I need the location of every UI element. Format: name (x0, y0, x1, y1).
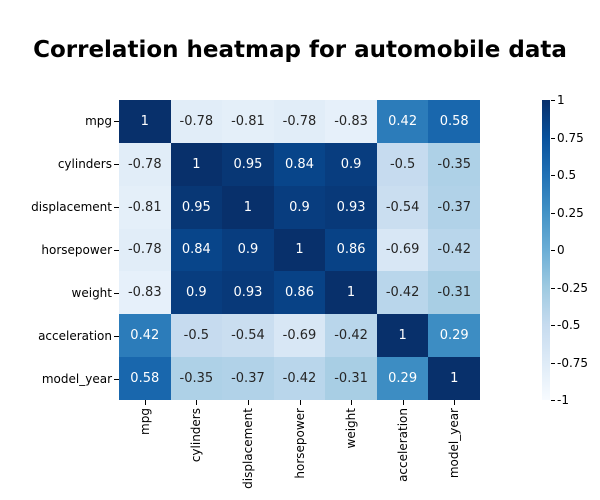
y-tick-mark (114, 378, 119, 380)
colorbar-tick-mark (551, 287, 555, 289)
cell-mpg-cylinders: -0.78 (170, 100, 223, 143)
colorbar-tick-mark (551, 137, 555, 139)
cell-horsepower-displacement: 0.9 (222, 228, 274, 272)
cell-model_year-weight: -0.31 (325, 357, 377, 400)
cell-cylinders-model_year: -0.35 (428, 142, 480, 186)
x-tick-mark (402, 400, 404, 405)
cell-model_year-model_year: 1 (428, 357, 480, 400)
cell-weight-weight: 1 (325, 271, 377, 315)
colorbar-tick-label--0.5: -0.5 (557, 318, 581, 332)
cell-displacement-displacement: 1 (222, 185, 274, 229)
cell-displacement-cylinders: 0.95 (170, 185, 223, 229)
cell-weight-horsepower: 0.86 (273, 271, 326, 315)
x-tick-label-displacement: displacement (240, 408, 255, 489)
cell-model_year-horsepower: -0.42 (273, 357, 326, 400)
cell-horsepower-model_year: -0.42 (428, 228, 480, 272)
colorbar (542, 100, 550, 400)
colorbar-tick-mark (551, 250, 555, 251)
cell-mpg-model_year: 0.58 (428, 100, 480, 143)
cell-mpg-displacement: -0.81 (222, 100, 274, 143)
cell-model_year-displacement: -0.37 (222, 357, 274, 400)
x-tick-mark (196, 400, 198, 405)
cell-horsepower-horsepower: 1 (273, 228, 326, 272)
x-tick-mark (247, 400, 249, 405)
colorbar-tick-label-0.75: 0.75 (557, 130, 584, 145)
y-tick-label-model_year: model_year (41, 371, 112, 386)
heatmap-grid: 1 -0.78 -0.81 -0.78 -0.83 0.42 0.58 -0.78 1 0.95 0… (119, 100, 480, 400)
colorbar-tick-mark (551, 400, 555, 401)
cell-horsepower-cylinders: 0.84 (170, 228, 223, 272)
cell-horsepower-weight: 0.86 (325, 228, 377, 272)
colorbar-tick-label-0.25: 0.25 (557, 205, 584, 220)
cell-acceleration-model_year: 0.29 (428, 314, 480, 358)
colorbar-tick-mark (551, 362, 555, 364)
cell-acceleration-horsepower: -0.69 (273, 314, 326, 358)
colorbar-tick-label--1: -1 (557, 393, 569, 407)
cell-displacement-weight: 0.93 (325, 185, 377, 229)
cell-acceleration-cylinders: -0.5 (170, 314, 223, 358)
y-tick-label-weight: weight (71, 285, 112, 300)
colorbar-tick-label-0.5: 0.5 (557, 168, 577, 182)
cell-mpg-acceleration: 0.42 (376, 100, 429, 143)
x-tick-label-mpg: mpg (137, 408, 152, 435)
colorbar-tick-mark (551, 212, 555, 214)
cell-horsepower-acceleration: -0.69 (376, 228, 429, 272)
cell-displacement-acceleration: -0.54 (376, 185, 429, 229)
cell-model_year-cylinders: -0.35 (170, 357, 223, 400)
cell-model_year-acceleration: 0.29 (376, 357, 429, 400)
y-tick-mark (114, 250, 119, 251)
colorbar-tick-label-1: 1 (557, 93, 565, 107)
cell-cylinders-acceleration: -0.5 (376, 142, 429, 186)
x-tick-label-model_year: model_year (447, 408, 462, 479)
cell-weight-acceleration: -0.42 (376, 271, 429, 315)
x-tick-label-weight: weight (344, 408, 359, 449)
cell-acceleration-displacement: -0.54 (222, 314, 274, 358)
cell-displacement-mpg: -0.81 (119, 185, 171, 229)
cell-displacement-horsepower: 0.9 (273, 185, 326, 229)
cell-cylinders-cylinders: 1 (170, 142, 223, 186)
y-tick-label-acceleration: acceleration (38, 328, 112, 343)
cell-cylinders-horsepower: 0.84 (273, 142, 326, 186)
cell-model_year-mpg: 0.58 (119, 357, 171, 400)
colorbar-tick-mark (551, 325, 555, 326)
cell-acceleration-mpg: 0.42 (119, 314, 171, 358)
y-tick-label-cylinders: cylinders (57, 157, 112, 172)
cell-cylinders-displacement: 0.95 (222, 142, 274, 186)
cell-mpg-weight: -0.83 (325, 100, 377, 143)
y-tick-mark (114, 207, 119, 209)
cell-mpg-horsepower: -0.78 (273, 100, 326, 143)
y-tick-mark (114, 335, 119, 337)
x-tick-mark (144, 400, 146, 405)
cell-cylinders-mpg: -0.78 (119, 142, 171, 186)
cell-weight-model_year: -0.31 (428, 271, 480, 315)
x-tick-mark (299, 400, 301, 405)
x-tick-label-horsepower: horsepower (292, 408, 307, 479)
cell-weight-cylinders: 0.9 (170, 271, 223, 315)
cell-weight-displacement: 0.93 (222, 271, 274, 315)
colorbar-tick-mark (551, 175, 555, 176)
colorbar-tick-label--0.25: -0.25 (557, 280, 589, 295)
cell-horsepower-mpg: -0.78 (119, 228, 171, 272)
x-tick-label-acceleration: acceleration (395, 408, 410, 482)
cell-weight-mpg: -0.83 (119, 271, 171, 315)
y-tick-label-horsepower: horsepower (41, 243, 112, 257)
cell-displacement-model_year: -0.37 (428, 185, 480, 229)
cell-acceleration-weight: -0.42 (325, 314, 377, 358)
y-tick-mark (114, 292, 119, 294)
colorbar-tick-label-0: 0 (557, 243, 565, 257)
y-tick-mark (114, 121, 119, 123)
y-tick-label-mpg: mpg (85, 114, 112, 129)
colorbar-tick-label--0.75: -0.75 (557, 355, 589, 370)
cell-acceleration-acceleration: 1 (376, 314, 429, 358)
x-tick-label-cylinders: cylinders (189, 408, 204, 463)
colorbar-tick-mark (551, 100, 555, 101)
y-tick-label-displacement: displacement (31, 200, 112, 215)
x-tick-mark (454, 400, 456, 405)
cell-cylinders-weight: 0.9 (325, 142, 377, 186)
x-tick-mark (351, 400, 353, 405)
y-tick-mark (114, 164, 119, 166)
cell-mpg-mpg: 1 (119, 100, 171, 143)
chart-title: Correlation heatmap for automobile data (33, 37, 567, 63)
